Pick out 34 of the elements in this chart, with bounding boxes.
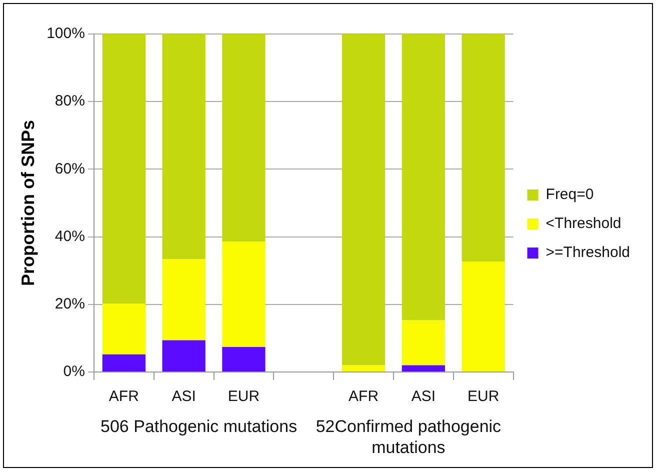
bar [402, 365, 445, 372]
bar [342, 365, 386, 372]
y-axis-title: Proportion of SNPs [18, 120, 38, 286]
legend-label: Freq=0 [546, 186, 594, 204]
y-tick-label: 20% [54, 296, 85, 313]
bar [162, 259, 206, 340]
bar [222, 346, 266, 372]
x-tick-label: EUR [228, 388, 260, 406]
legend-label: <Threshold [546, 215, 622, 232]
x-tick-label: EUR [467, 388, 500, 406]
legend-label: >=Threshold [546, 244, 630, 262]
bar [102, 34, 146, 304]
bar [402, 320, 445, 366]
bar [162, 34, 206, 260]
bar [222, 34, 266, 242]
x-tick-label: AFR [108, 388, 140, 406]
bar [102, 354, 146, 372]
text: 52Confirmed pathogenic mutations [314, 416, 502, 458]
bar [162, 340, 206, 372]
bar [462, 34, 505, 262]
bar [102, 304, 146, 354]
bar [462, 261, 505, 372]
y-tick-label: 0% [63, 363, 85, 380]
bar [222, 242, 266, 347]
x-tick-label: ASI [411, 388, 436, 406]
bar [342, 34, 386, 366]
text: 506 Pathogenic mutations [99, 416, 298, 438]
bar [402, 34, 445, 320]
y-tick-label: 40% [54, 228, 85, 245]
x-tick-label: AFR [348, 388, 379, 406]
y-tick-label: 60% [54, 160, 85, 178]
y-tick-label: 80% [54, 92, 85, 110]
x-tick-label: ASI [172, 388, 196, 406]
y-tick-label: 100% [46, 25, 85, 42]
